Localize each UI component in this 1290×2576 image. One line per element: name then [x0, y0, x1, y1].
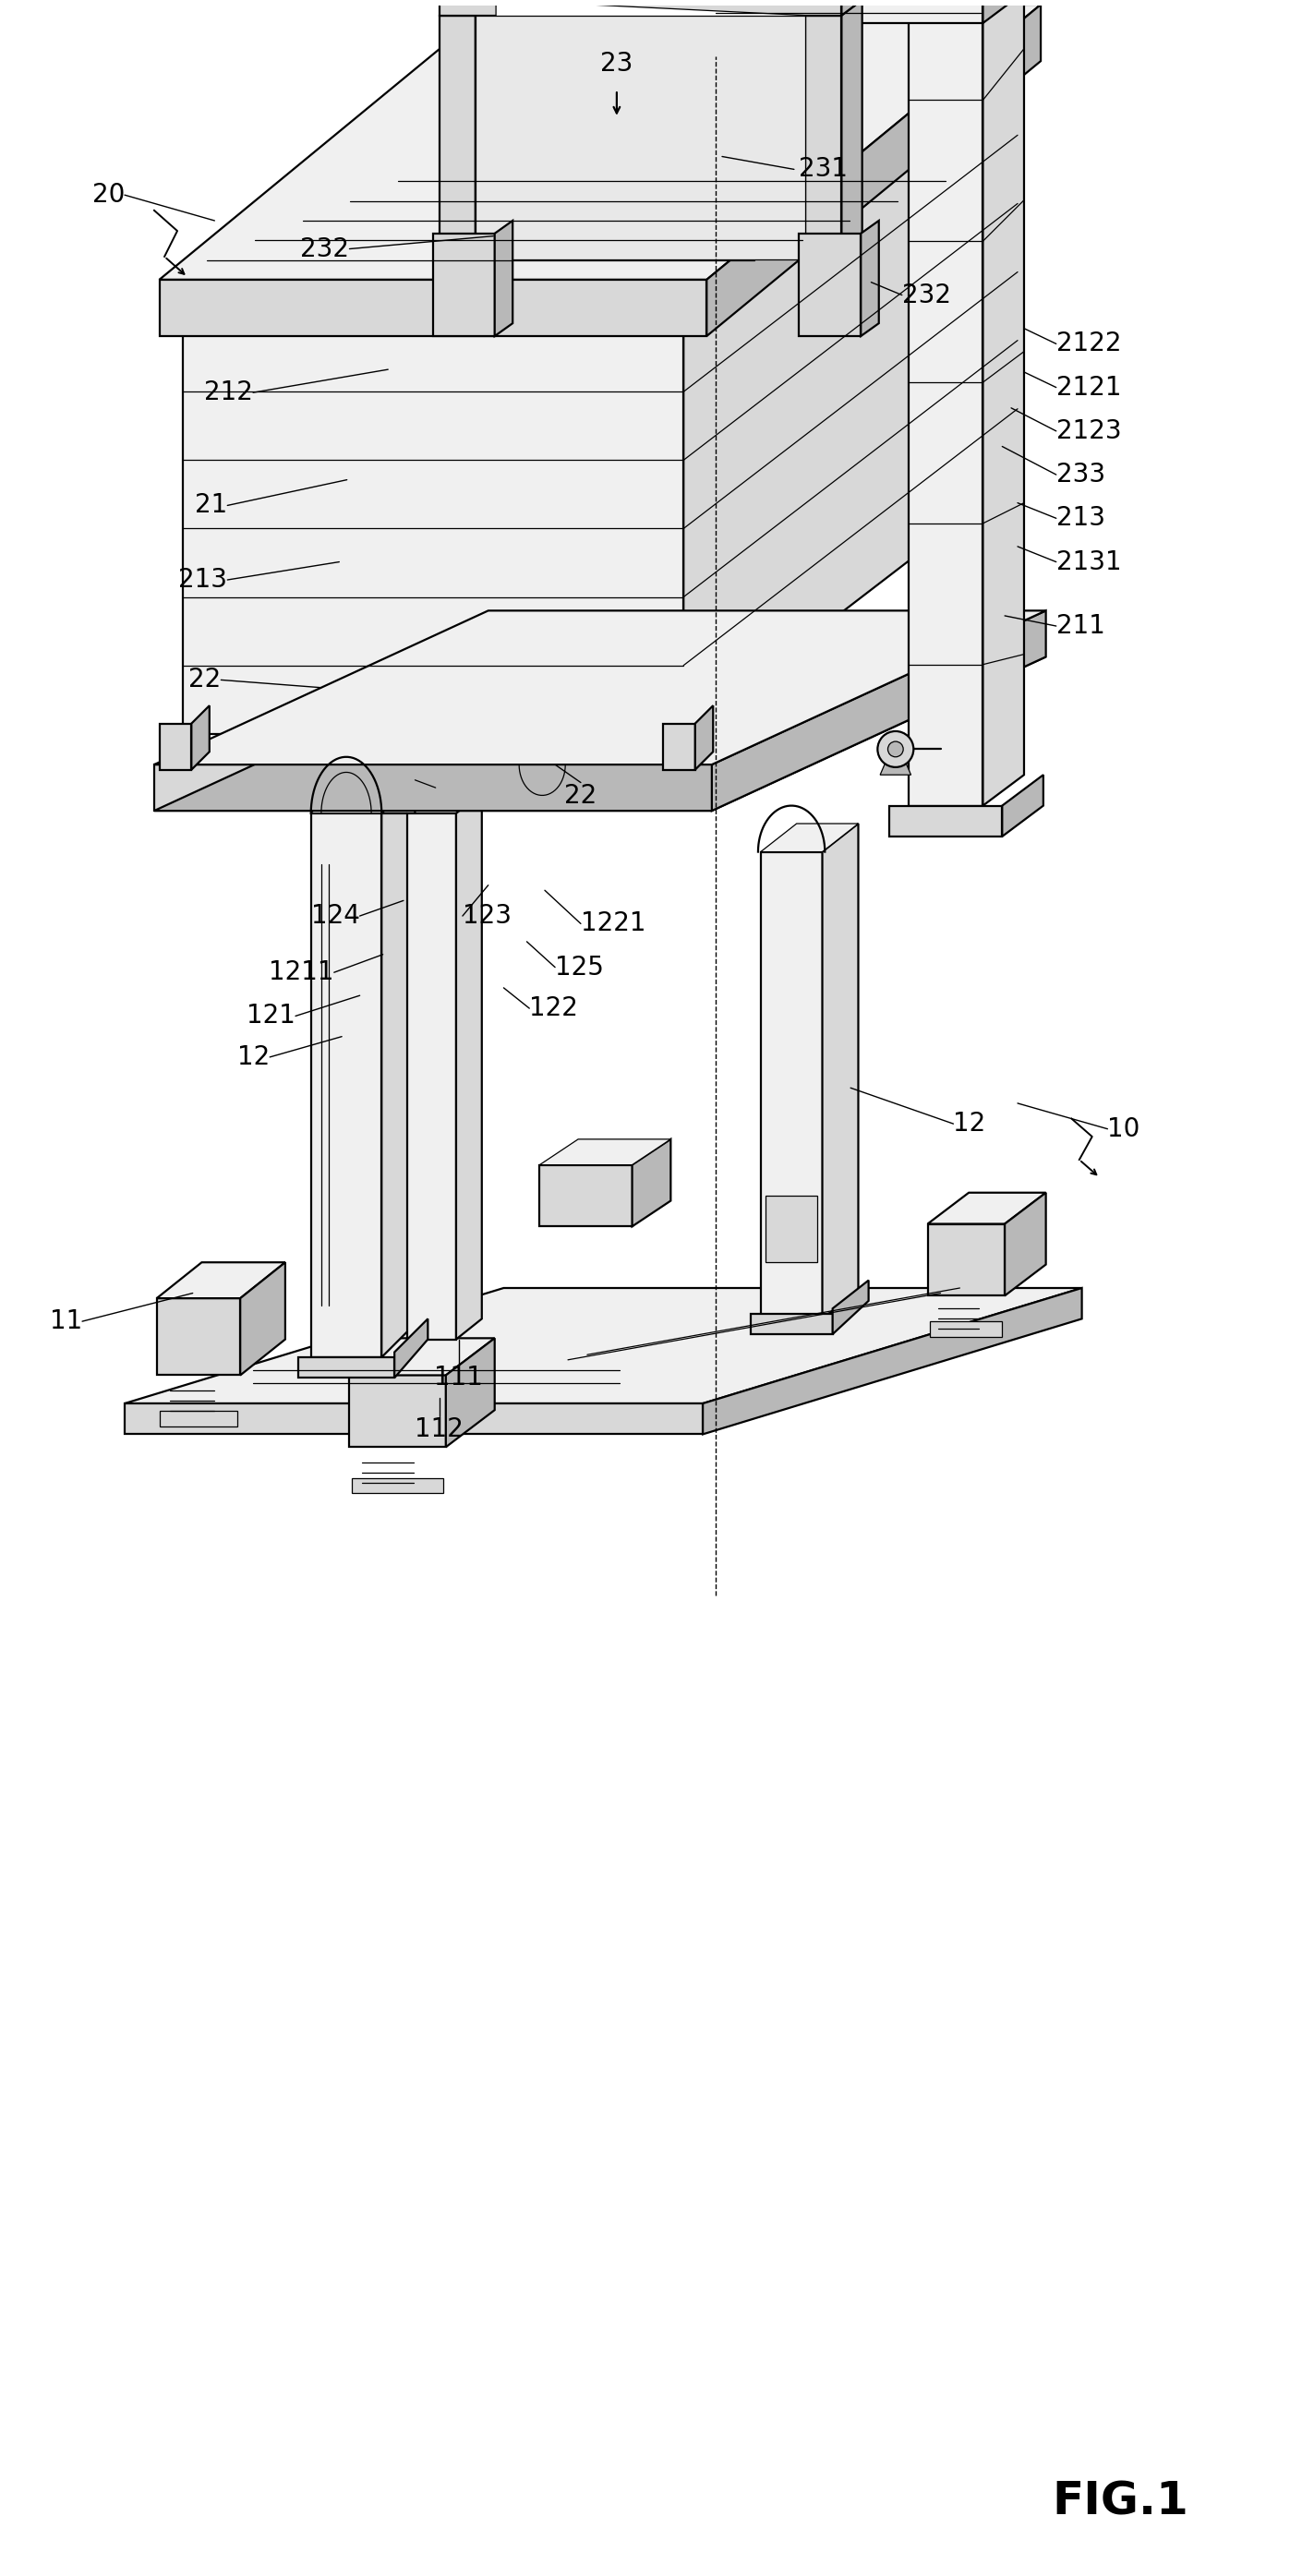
Polygon shape: [928, 1193, 1046, 1224]
Polygon shape: [352, 1479, 444, 1494]
Text: 1221: 1221: [580, 912, 646, 938]
Polygon shape: [311, 814, 382, 1358]
Text: 23: 23: [600, 52, 633, 77]
Polygon shape: [155, 765, 712, 811]
Polygon shape: [695, 706, 713, 770]
Circle shape: [877, 732, 913, 768]
Text: 211: 211: [1057, 613, 1106, 639]
Text: 10: 10: [1108, 1115, 1140, 1141]
Polygon shape: [160, 1412, 237, 1427]
Polygon shape: [1005, 1193, 1046, 1296]
Text: 232: 232: [301, 237, 350, 263]
Polygon shape: [539, 1139, 671, 1164]
Text: FIG.1: FIG.1: [1053, 2481, 1188, 2524]
Polygon shape: [983, 0, 1024, 806]
Polygon shape: [433, 234, 494, 335]
Polygon shape: [408, 814, 457, 1340]
Polygon shape: [160, 281, 707, 335]
Text: 12: 12: [953, 1110, 986, 1136]
Text: 124: 124: [311, 904, 360, 930]
Polygon shape: [457, 793, 482, 1340]
Polygon shape: [928, 1224, 1005, 1296]
Text: 233: 233: [1057, 461, 1106, 487]
Text: 122: 122: [529, 994, 578, 1020]
Polygon shape: [761, 824, 858, 853]
Polygon shape: [841, 0, 862, 15]
Polygon shape: [684, 67, 1018, 734]
Polygon shape: [983, 0, 1024, 23]
Text: 213: 213: [178, 567, 227, 592]
Text: 2131: 2131: [1057, 549, 1121, 574]
Polygon shape: [766, 1195, 817, 1262]
Polygon shape: [860, 222, 878, 335]
Text: 1211: 1211: [268, 958, 334, 987]
Polygon shape: [155, 657, 1046, 811]
Text: 213: 213: [1057, 505, 1106, 531]
Polygon shape: [298, 1358, 395, 1378]
Polygon shape: [663, 724, 695, 770]
Polygon shape: [125, 1404, 703, 1435]
Polygon shape: [240, 1262, 285, 1376]
Text: 212: 212: [204, 379, 253, 404]
Polygon shape: [880, 739, 911, 775]
Polygon shape: [908, 0, 983, 806]
Polygon shape: [440, 0, 841, 15]
Polygon shape: [125, 1288, 1082, 1404]
Polygon shape: [930, 1321, 1002, 1337]
Polygon shape: [350, 1376, 446, 1448]
Polygon shape: [440, 15, 476, 260]
Polygon shape: [632, 1139, 671, 1226]
Polygon shape: [703, 0, 983, 23]
Polygon shape: [800, 234, 860, 335]
Text: 2123: 2123: [1057, 417, 1121, 443]
Polygon shape: [832, 1280, 868, 1334]
Polygon shape: [707, 5, 1041, 335]
Polygon shape: [311, 781, 415, 814]
Polygon shape: [495, 0, 806, 260]
Polygon shape: [182, 322, 684, 734]
Polygon shape: [889, 806, 1002, 837]
Polygon shape: [182, 67, 1018, 322]
Text: 20: 20: [92, 183, 125, 209]
Polygon shape: [1002, 775, 1044, 837]
Polygon shape: [350, 1337, 494, 1376]
Text: 11: 11: [50, 1309, 83, 1334]
Polygon shape: [395, 1319, 428, 1378]
Text: 231: 231: [800, 157, 848, 183]
Polygon shape: [160, 724, 191, 770]
Text: 123: 123: [463, 904, 512, 930]
Text: 2122: 2122: [1057, 330, 1121, 355]
Text: 232: 232: [902, 283, 951, 309]
Text: 125: 125: [555, 953, 604, 981]
Polygon shape: [703, 1288, 1082, 1435]
Polygon shape: [712, 611, 1046, 811]
Polygon shape: [494, 222, 512, 335]
Polygon shape: [822, 824, 858, 1319]
Text: 21: 21: [195, 492, 227, 518]
Polygon shape: [806, 15, 841, 260]
Polygon shape: [157, 1262, 285, 1298]
Text: 112: 112: [415, 1417, 464, 1443]
Text: 111: 111: [435, 1365, 484, 1391]
Polygon shape: [841, 0, 862, 260]
Polygon shape: [476, 0, 495, 260]
Polygon shape: [382, 781, 415, 1358]
Polygon shape: [160, 5, 1041, 281]
Polygon shape: [155, 611, 1046, 765]
Polygon shape: [751, 1314, 832, 1334]
Polygon shape: [157, 1298, 240, 1376]
Text: 2121: 2121: [1057, 374, 1121, 399]
Text: 22: 22: [188, 667, 221, 693]
Polygon shape: [446, 1337, 494, 1448]
Polygon shape: [191, 706, 209, 770]
Polygon shape: [539, 1164, 632, 1226]
Text: 121: 121: [246, 1002, 295, 1028]
Circle shape: [888, 742, 903, 757]
Text: 22: 22: [565, 783, 597, 809]
Polygon shape: [476, 15, 806, 260]
Polygon shape: [761, 853, 822, 1319]
Text: 12: 12: [237, 1043, 270, 1069]
